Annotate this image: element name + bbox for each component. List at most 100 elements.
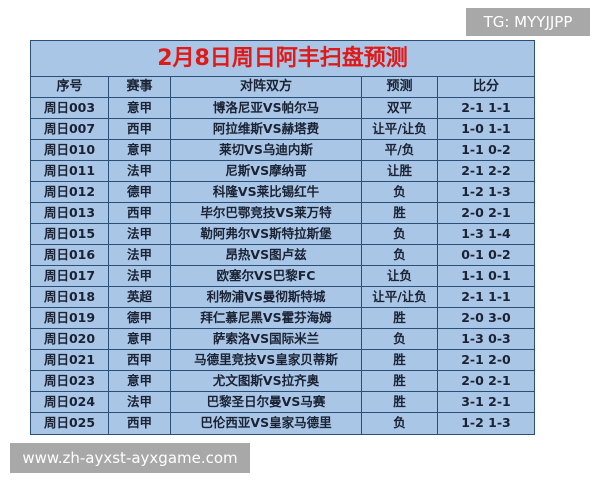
table-cell: 胜 xyxy=(362,350,438,370)
table-cell: 周日012 xyxy=(31,182,109,202)
table-cell: 法甲 xyxy=(109,392,171,412)
table-cell: 西甲 xyxy=(109,119,171,139)
table-cell: 欧塞尔VS巴黎FC xyxy=(171,266,362,286)
table-row: 周日012 德甲 科隆VS莱比锡红牛负 1-2 1-3 xyxy=(31,182,534,203)
table-row: 周日020 意甲 萨索洛VS国际米兰负 1-3 0-3 xyxy=(31,329,534,350)
table-cell: 意甲 xyxy=(109,371,171,391)
table-cell: 昂热VS图卢兹 xyxy=(171,245,362,265)
table-row: 周日010 意甲 莱切VS乌迪内斯 平/负 1-1 0-2 xyxy=(31,140,534,161)
table-cell: 周日024 xyxy=(31,392,109,412)
table-row: 周日021 西甲 马德里竞技VS皇家贝蒂斯胜 2-1 2-0 xyxy=(31,350,534,371)
table-cell: 双平 xyxy=(362,98,438,118)
table-cell: 2-1 2-2 xyxy=(461,163,511,178)
table-cell: 周日016 xyxy=(31,245,109,265)
table-cell: 德甲 xyxy=(109,182,171,202)
table-cell: 毕尔巴鄂竞技VS莱万特 xyxy=(171,203,362,223)
table-cell: 胜 xyxy=(362,203,438,223)
table-cell: 拜仁慕尼黑VS霍芬海姆 xyxy=(171,308,362,328)
table-cell: 2-0 2-1 xyxy=(461,205,511,220)
table-cell: 胜 xyxy=(362,392,438,412)
table-cell: 0-1 0-2 xyxy=(461,247,511,262)
table-cell: 2-1 1-1 xyxy=(461,100,511,115)
table-cell: 负 xyxy=(362,413,438,434)
table-cell: 周日018 xyxy=(31,287,109,307)
table-cell: 负 xyxy=(362,182,438,202)
table-row: 周日007 西甲 阿拉维斯VS赫塔费 让平/让负 1-0 1-1 xyxy=(31,119,534,140)
table-cell: 法甲 xyxy=(109,224,171,244)
table-row: 周日013 西甲 毕尔巴鄂竞技VS莱万特胜 2-0 2-1 xyxy=(31,203,534,224)
table-cell: 胜 xyxy=(362,308,438,328)
table-cell: 周日019 xyxy=(31,308,109,328)
table-cell: 莱切VS乌迪内斯 xyxy=(171,140,362,160)
table-cell: 让平/让负 xyxy=(362,287,438,307)
table-cell: 周日017 xyxy=(31,266,109,286)
header-cell: 序号 xyxy=(31,77,109,97)
table-cell: 3-1 2-1 xyxy=(461,394,511,409)
table-cell: 周日021 xyxy=(31,350,109,370)
table-cell: 巴黎圣日尔曼VS马赛 xyxy=(171,392,362,412)
table-row: 周日019 德甲 拜仁慕尼黑VS霍芬海姆胜 2-0 3-0 xyxy=(31,308,534,329)
table-cell: 德甲 xyxy=(109,308,171,328)
table-cell: 1-1 0-2 xyxy=(461,142,511,157)
table-row: 周日011 法甲 尼斯VS摩纳哥 让胜 2-1 2-2 xyxy=(31,161,534,182)
table-cell: 意甲 xyxy=(109,98,171,118)
table-cell: 1-3 1-4 xyxy=(461,226,511,241)
table-cell: 西甲 xyxy=(109,203,171,223)
table-cell: 法甲 xyxy=(109,266,171,286)
table-row: 周日016 法甲 昂热VS图卢兹负 0-1 0-2 xyxy=(31,245,534,266)
table-row: 周日015 法甲 勒阿弗尔VS斯特拉斯堡负 1-3 1-4 xyxy=(31,224,534,245)
table-cell: 负 xyxy=(362,245,438,265)
table-cell: 马德里竞技VS皇家贝蒂斯 xyxy=(171,350,362,370)
table-cell: 法甲 xyxy=(109,161,171,181)
table-cell: 利物浦VS曼彻斯特城 xyxy=(171,287,362,307)
table-cell: 勒阿弗尔VS斯特拉斯堡 xyxy=(171,224,362,244)
table-row: 周日017 法甲 欧塞尔VS巴黎FC 让负 1-1 0-1 xyxy=(31,266,534,287)
table-cell: 巴伦西亚VS皇家马德里 xyxy=(171,413,362,434)
table-cell: 博洛尼亚VS帕尔马 xyxy=(171,98,362,118)
watermark-bottom: www.zh-ayxst-ayxgame.com xyxy=(10,443,250,473)
header-cell: 赛事 xyxy=(109,77,171,97)
table-cell: 2-1 2-0 xyxy=(461,352,511,367)
table-cell: 法甲 xyxy=(109,245,171,265)
table-cell: 周日010 xyxy=(31,140,109,160)
table-row: 周日025 西甲 巴伦西亚VS皇家马德里负 1-2 1-3 xyxy=(31,413,534,434)
header-row: 序号 赛事 对阵双方 预测 比分 xyxy=(31,77,534,98)
table-cell: 让负 xyxy=(362,266,438,286)
table-cell: 英超 xyxy=(109,287,171,307)
table-row: 周日023 意甲 尤文图斯VS拉齐奥胜 2-0 2-1 xyxy=(31,371,534,392)
table-row: 周日003 意甲 博洛尼亚VS帕尔马 双平 2-1 1-1 xyxy=(31,98,534,119)
watermark-top: TG: MYYJJPP xyxy=(466,8,590,36)
table-cell: 周日015 xyxy=(31,224,109,244)
table-cell: 1-3 0-3 xyxy=(461,331,511,346)
table-cell: 萨索洛VS国际米兰 xyxy=(171,329,362,349)
table-title: 2月8日周日阿丰扫盘预测 xyxy=(31,41,534,77)
table-cell: 让平/让负 xyxy=(362,119,438,139)
table-cell: 周日023 xyxy=(31,371,109,391)
table-cell: 负 xyxy=(362,224,438,244)
table-cell: 让胜 xyxy=(362,161,438,181)
table-cell: 西甲 xyxy=(109,413,171,434)
table-cell: 1-1 0-1 xyxy=(461,268,511,283)
table-cell: 平/负 xyxy=(362,140,438,160)
table-cell: 周日011 xyxy=(31,161,109,181)
table-cell: 阿拉维斯VS赫塔费 xyxy=(171,119,362,139)
table-cell: 胜 xyxy=(362,371,438,391)
table-cell: 1-2 1-3 xyxy=(461,184,511,199)
table-cell: 意甲 xyxy=(109,140,171,160)
table-cell: 2-0 2-1 xyxy=(461,373,511,388)
table-cell: 科隆VS莱比锡红牛 xyxy=(171,182,362,202)
prediction-table: 2月8日周日阿丰扫盘预测 序号 赛事 对阵双方 预测 比分 周日003 意甲 博洛尼… xyxy=(30,40,535,435)
table-row: 周日018 英超 利物浦VS曼彻斯特城 让平/让负 2-1 1-1 xyxy=(31,287,534,308)
table-cell: 西甲 xyxy=(109,350,171,370)
table-cell: 1-2 1-3 xyxy=(461,415,511,430)
table-cell: 负 xyxy=(362,329,438,349)
table-cell: 周日025 xyxy=(31,413,109,434)
table-cell: 2-0 3-0 xyxy=(461,310,511,325)
header-cell: 比分 xyxy=(472,79,499,94)
table-cell: 周日007 xyxy=(31,119,109,139)
header-cell: 对阵双方 xyxy=(171,77,362,97)
table-cell: 尼斯VS摩纳哥 xyxy=(171,161,362,181)
table-cell: 2-1 1-1 xyxy=(461,289,511,304)
table-cell: 周日013 xyxy=(31,203,109,223)
table-cell: 意甲 xyxy=(109,329,171,349)
